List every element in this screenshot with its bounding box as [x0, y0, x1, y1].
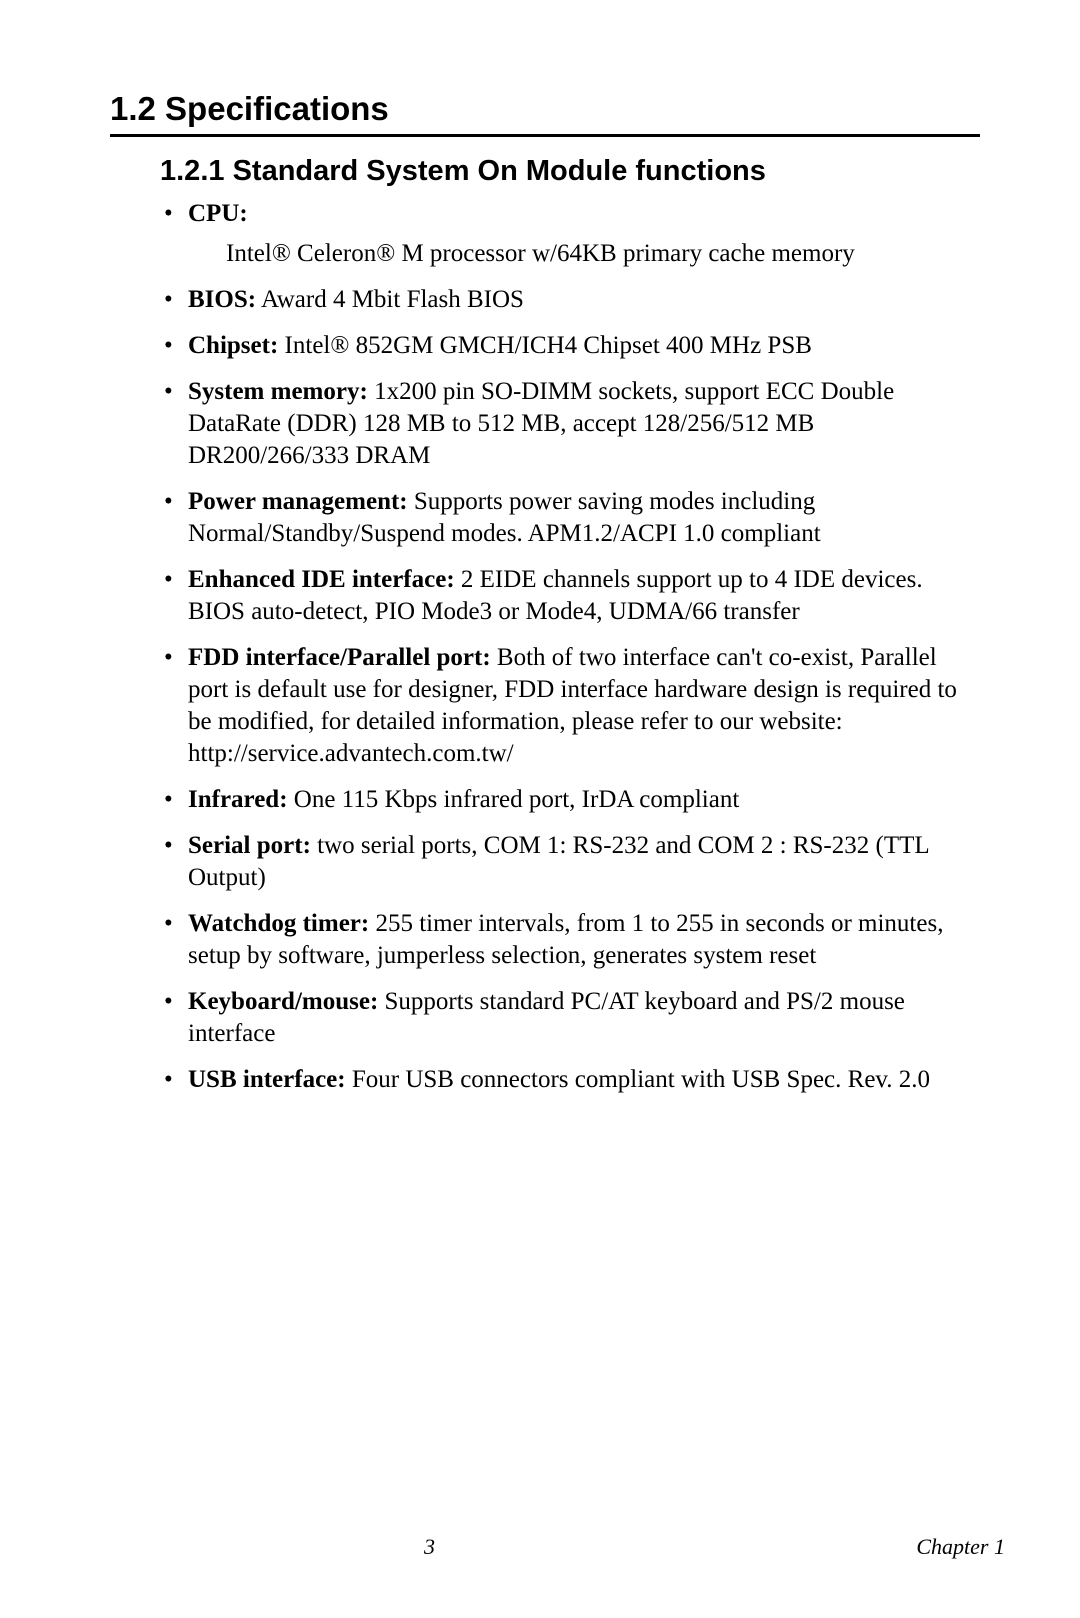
spec-label: Chipset: [188, 332, 278, 359]
spec-item: Infrared: One 115 Kbps infrared port, Ir… [160, 784, 980, 816]
section-title: Specifications [165, 90, 389, 127]
spec-label: System memory: [188, 378, 368, 405]
spec-label: Watchdog timer: [188, 910, 369, 937]
spec-item: Enhanced IDE interface: 2 EIDE channels … [160, 564, 980, 628]
spec-text: One 115 Kbps infrared port, IrDA complia… [288, 786, 740, 813]
chapter-label: Chapter 1 [605, 1534, 1045, 1560]
spec-item: FDD interface/Parallel port: Both of two… [160, 642, 980, 770]
spec-item: USB interface: Four USB connectors compl… [160, 1064, 980, 1096]
spec-label: Enhanced IDE interface: [188, 566, 455, 593]
spec-item: Keyboard/mouse: Supports standard PC/AT … [160, 986, 980, 1050]
spec-label: CPU: [188, 200, 248, 227]
section-heading: 1.2 Specifications [110, 90, 980, 137]
spec-item: Serial port: two serial ports, COM 1: RS… [160, 830, 980, 894]
spec-text: Award 4 Mbit Flash BIOS [256, 286, 524, 313]
spec-detail: Intel® Celeron® M processor w/64KB prima… [226, 238, 980, 270]
subsection-heading: 1.2.1 Standard System On Module function… [160, 155, 980, 188]
spec-list: CPU: Intel® Celeron® M processor w/64KB … [160, 198, 980, 1096]
spec-label: BIOS: [188, 286, 256, 313]
spec-label: Power management: [188, 488, 408, 515]
spec-label: FDD interface/Parallel port: [188, 644, 491, 671]
spec-item: Watchdog timer: 255 timer intervals, fro… [160, 908, 980, 972]
spec-item: BIOS: Award 4 Mbit Flash BIOS [160, 284, 980, 316]
spec-text: Four USB connectors compliant with USB S… [346, 1066, 930, 1093]
subsection-title: Standard System On Module functions [233, 155, 766, 187]
spec-label: Serial port: [188, 832, 311, 859]
spec-label: Infrared: [188, 786, 288, 813]
spec-item: Chipset: Intel® 852GM GMCH/ICH4 Chipset … [160, 330, 980, 362]
spec-label: Keyboard/mouse: [188, 988, 378, 1015]
subsection-number: 1.2.1 [160, 155, 225, 187]
document-page: 1.2 Specifications 1.2.1 Standard System… [0, 0, 1080, 1618]
spec-item: Power management: Supports power saving … [160, 486, 980, 550]
spec-item: CPU: Intel® Celeron® M processor w/64KB … [160, 198, 980, 270]
section-number: 1.2 [110, 90, 156, 127]
page-number: 3 [35, 1534, 605, 1560]
page-footer: 3Chapter 1 [0, 1534, 1080, 1560]
spec-label: USB interface: [188, 1066, 346, 1093]
spec-text: Intel® 852GM GMCH/ICH4 Chipset 400 MHz P… [278, 332, 812, 359]
spec-item: System memory: 1x200 pin SO-DIMM sockets… [160, 376, 980, 472]
